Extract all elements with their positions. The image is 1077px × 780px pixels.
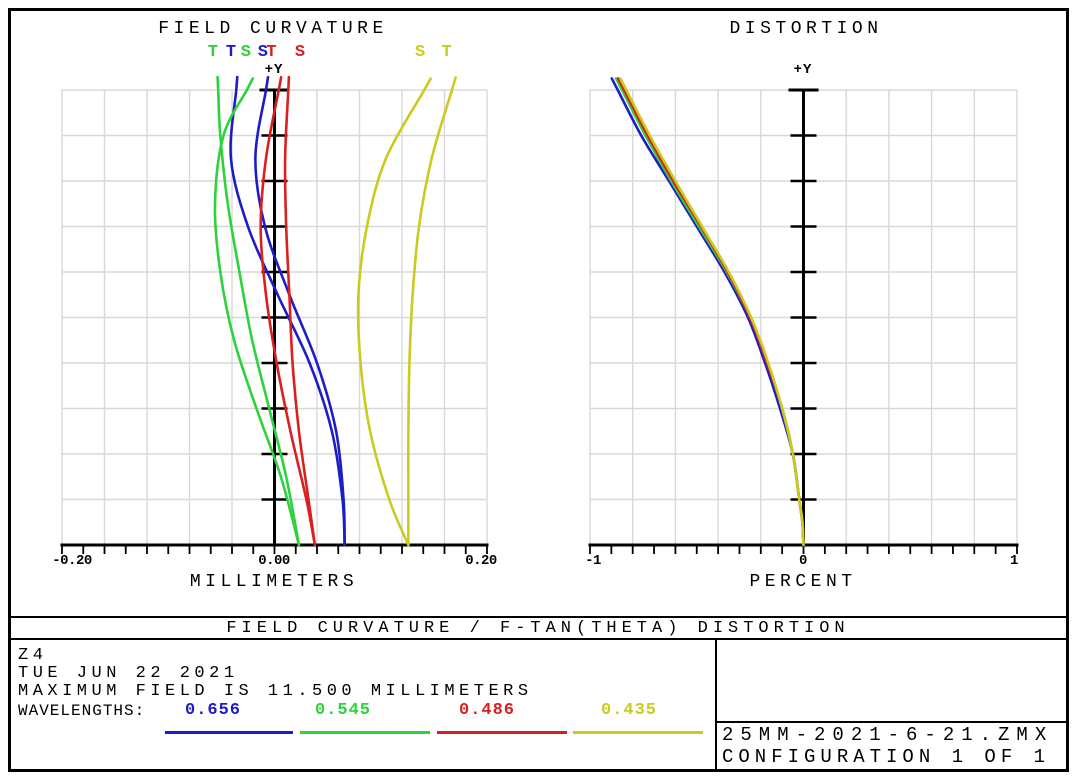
curve-T-0.486 [259, 75, 317, 547]
field-curvature-y-axis-caption: +Y [264, 62, 284, 78]
curve-label-S-blue: S [257, 43, 268, 62]
curve-label-T-yellow: T [441, 43, 452, 62]
field-curvature-title: FIELD CURVATURE [158, 19, 388, 39]
x-axis [60, 543, 489, 554]
curve-label-S-red: S [294, 43, 306, 62]
curve-T-0.435 [406, 76, 457, 547]
wavelengths-label: WAVELENGTHS: [18, 702, 146, 720]
lens-name: Z4 [18, 646, 48, 665]
fc-tick-max: 0.20 [465, 553, 497, 569]
curve-distortion-0.486 [616, 77, 805, 547]
fc-x-axis-name: MILLIMETERS [189, 572, 359, 592]
dist-tick-zero: 0 [799, 553, 807, 569]
wavelength-value-0.435: 0.435 [600, 701, 658, 720]
curve-label-S-yellow: S [414, 43, 426, 62]
curve-label-T-blue: T [225, 43, 237, 62]
wavelength-underline-0.486 [437, 731, 567, 734]
curve-label-S-green: S [240, 43, 251, 62]
curve-distortion-0.656 [610, 77, 805, 547]
wavelength-underline-0.656 [165, 731, 293, 734]
wavelength-value-0.545: 0.545 [314, 701, 372, 720]
wavelength-underline-0.435 [573, 731, 703, 734]
lens-filename: 25MM-2021-6-21.ZMX [722, 724, 1054, 746]
footer-plot-title: FIELD CURVATURE / F-TAN(THETA) DISTORTIO… [226, 619, 850, 638]
y-axis [788, 88, 819, 545]
distortion-plot [588, 77, 1019, 554]
curve-distortion-0.545 [614, 77, 805, 547]
curve-T-0.545 [216, 75, 301, 547]
wavelength-value-0.486: 0.486 [458, 701, 516, 720]
title-bar-bottom-rule [8, 638, 1069, 640]
title-block-horizontal-divider [715, 721, 1069, 723]
curve-S-0.435 [356, 77, 432, 547]
fc-tick-zero: 0.00 [258, 553, 290, 569]
curve-label-T-green: T [207, 43, 218, 62]
curve-S-0.486 [283, 75, 317, 547]
max-field-note: MAXIMUM FIELD IS 11.500 MILLIMETERS [18, 682, 533, 701]
y-axis [259, 88, 290, 545]
dist-tick-max: 1 [1010, 553, 1018, 569]
date-stamp: TUE JUN 22 2021 [18, 664, 239, 683]
title-bar-top-rule [8, 616, 1069, 618]
configuration-label: CONFIGURATION 1 OF 1 [722, 746, 1051, 768]
distortion-title: DISTORTION [729, 19, 883, 39]
outer-border [8, 8, 1069, 772]
title-block-vertical-divider [715, 638, 717, 771]
distortion-y-axis-caption: +Y [793, 62, 813, 78]
dist-tick-min: -1 [585, 553, 601, 569]
curve-distortion-0.435 [619, 77, 805, 547]
wavelength-value-0.656: 0.656 [184, 701, 242, 720]
field-curvature-plot [60, 75, 489, 554]
curve-label-T-red: T [266, 43, 277, 62]
dist-x-axis-name: PERCENT [749, 572, 857, 592]
fc-tick-min: -0.20 [52, 553, 92, 569]
curve-S-0.545 [213, 77, 301, 547]
wavelength-underline-0.545 [300, 731, 430, 734]
